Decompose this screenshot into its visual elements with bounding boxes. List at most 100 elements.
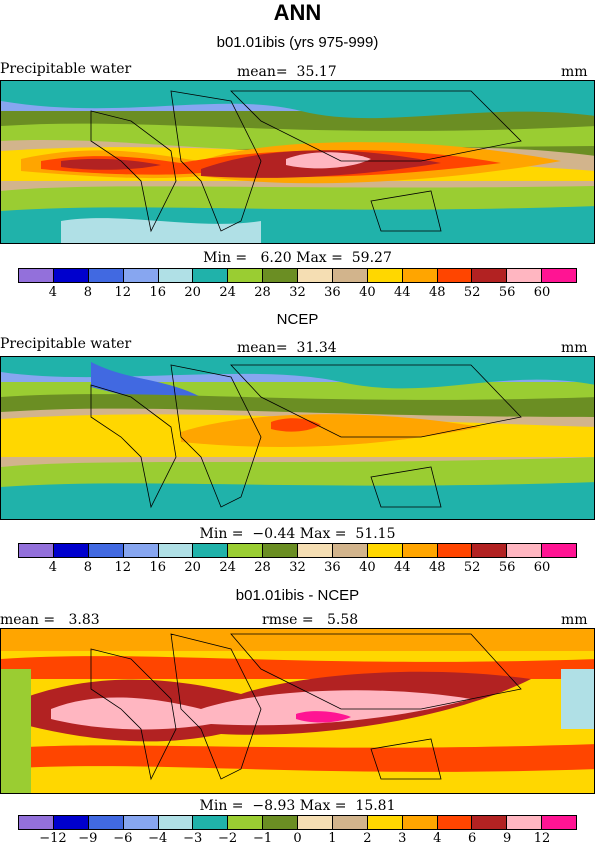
panel2-map-plot bbox=[1, 357, 594, 519]
colorbar-tick-label: 28 bbox=[254, 560, 271, 575]
panel2-minmax: Min = −0.44 Max = 51.15 bbox=[199, 526, 396, 542]
colorbar-swatch bbox=[123, 816, 159, 829]
panel3-mean-label: mean = 3.83 bbox=[0, 612, 100, 628]
colorbar-tick-label: −3 bbox=[183, 831, 203, 846]
colorbar-tick-label: 56 bbox=[498, 560, 516, 575]
panel3-subtitle: b01.01ibis - NCEP bbox=[235, 587, 360, 604]
colorbar-tick-label: 32 bbox=[289, 560, 306, 575]
colorbar-swatch bbox=[53, 816, 89, 829]
colorbar-tick-label: 8 bbox=[83, 560, 93, 575]
panel2-colorbar bbox=[18, 543, 577, 558]
colorbar-swatch bbox=[437, 544, 473, 557]
colorbar-swatch bbox=[88, 544, 124, 557]
panel1-colorbar-ticks: 4 8 12 16 20 24 28 32 36 40 44 48 52 56 60 bbox=[0, 285, 595, 303]
colorbar-swatch bbox=[193, 544, 229, 557]
panel1-minmax: Min = 6.20 Max = 59.27 bbox=[203, 250, 392, 266]
colorbar-swatch bbox=[472, 269, 508, 282]
panel2-subtitle: NCEP bbox=[276, 311, 319, 328]
colorbar-tick-label: −2 bbox=[218, 831, 238, 846]
colorbar-tick-label: 20 bbox=[184, 560, 201, 575]
colorbar-tick-label: −4 bbox=[148, 831, 168, 846]
colorbar-swatch bbox=[542, 269, 576, 282]
colorbar-tick-label: 4 bbox=[433, 831, 442, 846]
colorbar-swatch bbox=[367, 269, 403, 282]
panel2-variable-label: Precipitable water bbox=[0, 336, 132, 352]
colorbar-tick-label: 4 bbox=[48, 285, 58, 300]
colorbar-tick-label: 6 bbox=[468, 831, 477, 846]
colorbar-swatch bbox=[88, 269, 124, 282]
panel3-rmse-label: rmse = 5.58 bbox=[262, 612, 359, 628]
colorbar-tick-label: 32 bbox=[289, 285, 306, 300]
colorbar-tick-label: 3 bbox=[398, 831, 407, 846]
colorbar-tick-label: 44 bbox=[394, 285, 411, 300]
panel2-mean-label: mean= 31.34 bbox=[237, 340, 337, 356]
colorbar-swatch bbox=[332, 544, 368, 557]
colorbar-tick-label: 40 bbox=[359, 285, 376, 300]
colorbar-tick-label: 60 bbox=[533, 560, 551, 575]
colorbar-swatch bbox=[437, 269, 473, 282]
colorbar-swatch bbox=[123, 544, 159, 557]
colorbar-tick-label: 2 bbox=[363, 831, 372, 846]
colorbar-swatch bbox=[123, 269, 159, 282]
colorbar-tick-label: 36 bbox=[324, 560, 341, 575]
colorbar-swatch bbox=[158, 816, 194, 829]
colorbar-tick-label: 28 bbox=[254, 285, 271, 300]
page-title: ANN bbox=[273, 0, 322, 25]
colorbar-swatch bbox=[228, 544, 264, 557]
colorbar-swatch bbox=[402, 816, 438, 829]
colorbar-tick-label: 44 bbox=[394, 560, 411, 575]
colorbar-swatch bbox=[88, 816, 124, 829]
colorbar-tick-label: 40 bbox=[359, 560, 376, 575]
panel1-map-plot bbox=[1, 81, 594, 243]
colorbar-tick-label: 0 bbox=[293, 831, 302, 846]
colorbar-tick-label: 48 bbox=[428, 285, 446, 300]
colorbar-swatch bbox=[507, 816, 543, 829]
colorbar-tick-label: 12 bbox=[114, 285, 132, 300]
colorbar-swatch bbox=[193, 269, 229, 282]
colorbar-swatch bbox=[263, 544, 298, 557]
colorbar-swatch bbox=[228, 816, 264, 829]
colorbar-swatch bbox=[298, 269, 333, 282]
colorbar-swatch bbox=[53, 269, 89, 282]
colorbar-swatch bbox=[19, 269, 54, 282]
colorbar-tick-label: 16 bbox=[149, 285, 167, 300]
colorbar-swatch bbox=[402, 544, 438, 557]
colorbar-swatch bbox=[228, 269, 264, 282]
colorbar-tick-label: 12 bbox=[114, 560, 132, 575]
panel1-map bbox=[0, 80, 595, 244]
panel3-map bbox=[0, 628, 595, 794]
colorbar-tick-label: 8 bbox=[83, 285, 93, 300]
colorbar-tick-label: 12 bbox=[533, 831, 551, 846]
colorbar-swatch bbox=[332, 816, 368, 829]
colorbar-swatch bbox=[298, 544, 333, 557]
panel1-units-label: mm bbox=[561, 64, 588, 80]
colorbar-swatch bbox=[298, 816, 333, 829]
colorbar-swatch bbox=[53, 544, 89, 557]
colorbar-tick-label: 16 bbox=[149, 560, 167, 575]
colorbar-swatch bbox=[507, 269, 543, 282]
colorbar-tick-label: 60 bbox=[533, 285, 551, 300]
panel1-colorbar bbox=[18, 268, 577, 283]
colorbar-tick-label: 52 bbox=[463, 285, 481, 300]
colorbar-swatch bbox=[193, 816, 229, 829]
colorbar-tick-label: 52 bbox=[463, 560, 481, 575]
colorbar-swatch bbox=[402, 269, 438, 282]
colorbar-swatch bbox=[263, 269, 298, 282]
panel2-units-label: mm bbox=[561, 340, 588, 356]
panel3-map-plot bbox=[1, 629, 594, 793]
colorbar-tick-label: −6 bbox=[113, 831, 133, 846]
colorbar-tick-label: −9 bbox=[78, 831, 98, 846]
panel1-mean-label: mean= 35.17 bbox=[237, 64, 337, 80]
colorbar-tick-label: 4 bbox=[48, 560, 58, 575]
colorbar-tick-label: 24 bbox=[219, 560, 236, 575]
panel3-units-label: mm bbox=[561, 612, 588, 628]
panel2-map bbox=[0, 356, 595, 520]
colorbar-tick-label: 20 bbox=[184, 285, 201, 300]
colorbar-tick-label: 56 bbox=[498, 285, 516, 300]
colorbar-swatch bbox=[472, 544, 508, 557]
panel3-colorbar bbox=[18, 815, 577, 830]
colorbar-swatch bbox=[542, 544, 576, 557]
colorbar-swatch bbox=[332, 269, 368, 282]
colorbar-tick-label: −12 bbox=[39, 831, 67, 846]
colorbar-swatch bbox=[437, 816, 473, 829]
